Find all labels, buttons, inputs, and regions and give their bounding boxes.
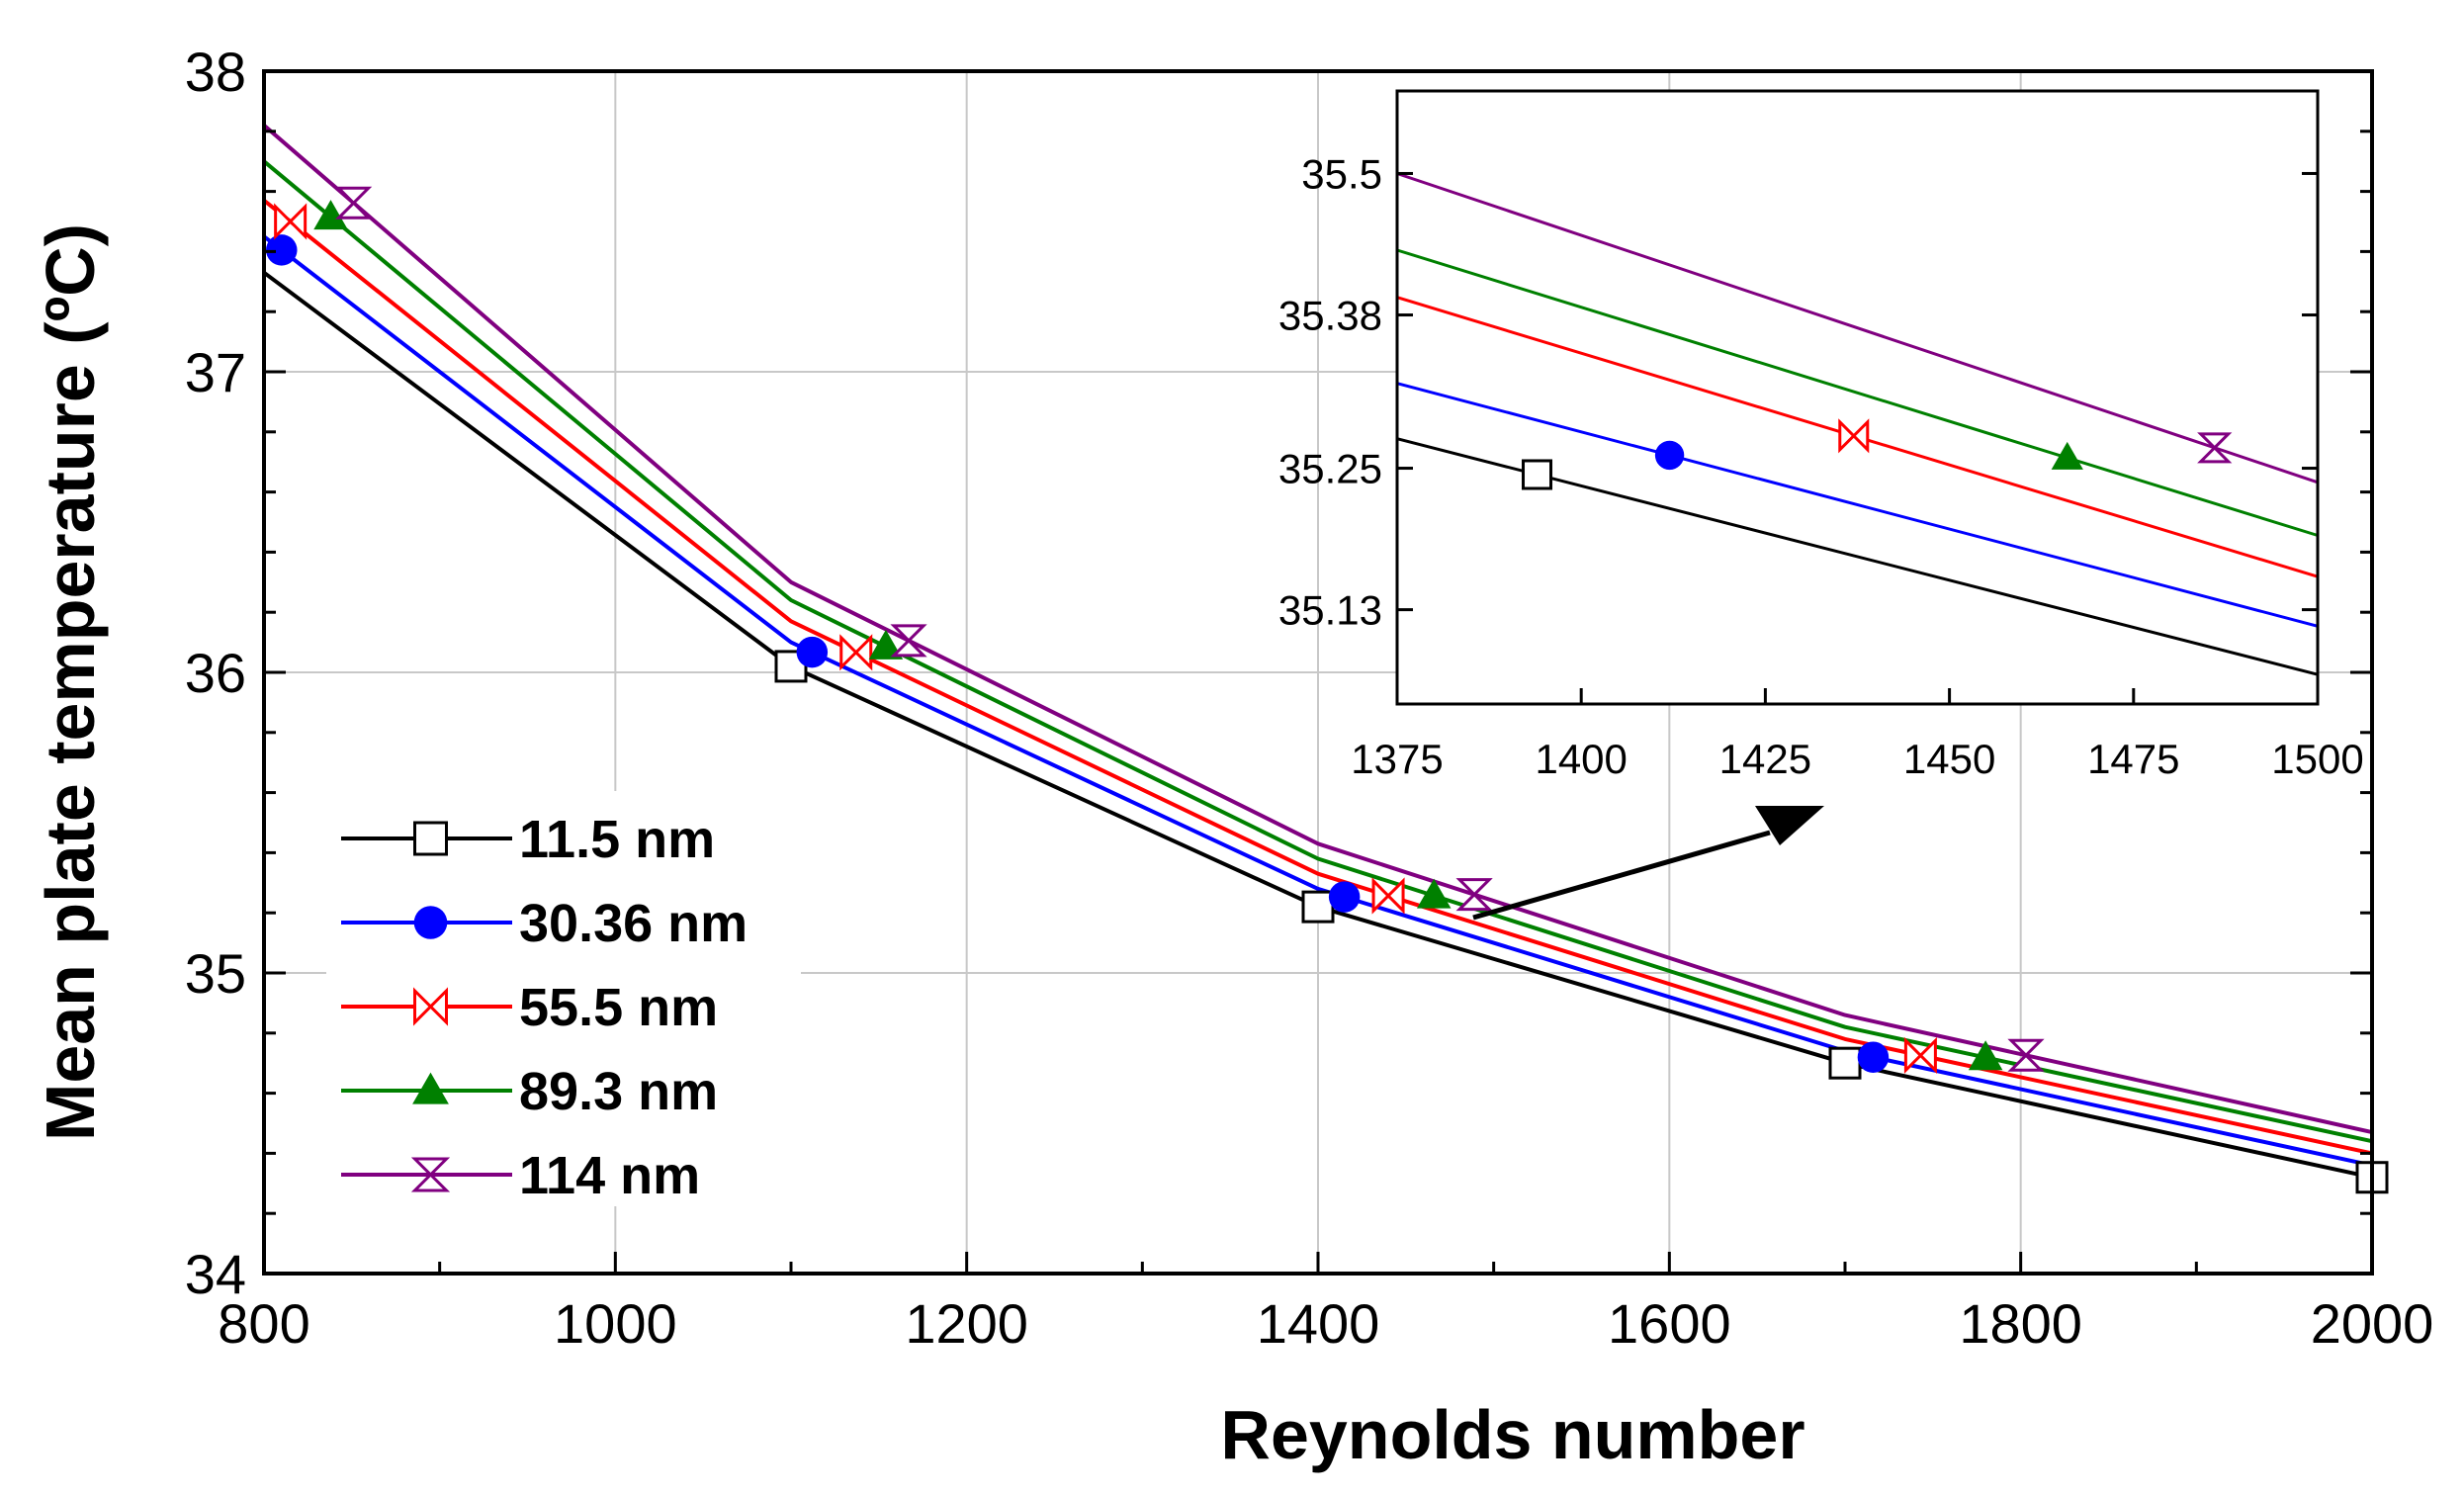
legend-label-11-5-nm: 11.5 nm bbox=[519, 810, 715, 869]
x-axis-title: Reynolds number bbox=[1220, 1396, 1804, 1473]
y-tick-label: 37 bbox=[185, 341, 246, 403]
x-tick-label: 1200 bbox=[905, 1292, 1028, 1355]
series-line-30-36-nm bbox=[262, 234, 2373, 1168]
legend-label-89-3-nm: 89.3 nm bbox=[519, 1062, 718, 1121]
inset-markers bbox=[1522, 418, 2233, 490]
inset-x-tick-label: 1400 bbox=[1535, 736, 1627, 782]
annotation-arrow bbox=[1472, 806, 1824, 921]
y-axis-title: Mean plate temperature (ºC) bbox=[32, 223, 109, 1141]
x-tick-label: 1600 bbox=[1608, 1292, 1731, 1355]
marker-55-5-nm bbox=[274, 203, 308, 240]
marker-114-nm bbox=[334, 186, 373, 220]
inset-x-tick-label: 1375 bbox=[1351, 736, 1443, 782]
y-tick-label: 35 bbox=[185, 942, 246, 1005]
marker-55-5-nm bbox=[1371, 877, 1405, 915]
series-line-114-nm bbox=[262, 124, 2373, 1135]
x-tick-label: 1800 bbox=[1959, 1292, 2082, 1355]
x-tick-label: 1000 bbox=[554, 1292, 677, 1355]
x-tick-label: 800 bbox=[218, 1292, 309, 1355]
legend-marker-55-5-nm bbox=[413, 987, 448, 1026]
inset-y-tick-label: 35.25 bbox=[1278, 446, 1382, 492]
marker-30-36-nm bbox=[1857, 1041, 1890, 1073]
inset-x-tick-label: 1425 bbox=[1719, 736, 1811, 782]
marker-89-3-nm bbox=[1417, 878, 1452, 909]
main-markers bbox=[266, 186, 2389, 1194]
arrow-head bbox=[1755, 806, 1824, 845]
legend-label-30-36-nm: 30.36 nm bbox=[519, 894, 748, 953]
inset-ticks bbox=[1395, 171, 2320, 704]
inset-marker-30-36-nm bbox=[1654, 440, 1685, 471]
main-ticks bbox=[262, 69, 2374, 1276]
inset-marker-114-nm bbox=[2197, 432, 2233, 464]
inset-marker-55-5-nm bbox=[1838, 418, 1870, 454]
legend-marker-114-nm bbox=[410, 1157, 451, 1192]
inset-chart: 1375 1400 1425 1450 1475 1500 35.5 35.38 35.25 35… bbox=[1278, 89, 2364, 782]
marker-30-36-nm bbox=[796, 636, 829, 668]
main-tick-labels: 800 1000 1200 1400 1600 1800 2000 34 35 36 37 38 bbox=[185, 41, 2434, 1355]
x-tick-label: 1400 bbox=[1257, 1292, 1380, 1355]
legend-marker-11-5-nm bbox=[413, 821, 448, 856]
inset-marker-89-3-nm bbox=[2051, 441, 2083, 470]
legend-background bbox=[326, 791, 801, 1206]
marker-11-5-nm bbox=[1828, 1046, 1862, 1080]
inset-y-tick-label: 35.13 bbox=[1278, 587, 1382, 634]
inset-series-line-89-3-nm bbox=[1396, 248, 2319, 537]
marker-89-3-nm bbox=[313, 200, 348, 230]
inset-frame bbox=[1395, 89, 2320, 706]
marker-89-3-nm bbox=[1968, 1040, 2003, 1071]
marker-11-5-nm bbox=[1301, 890, 1335, 924]
inset-y-tick-label: 35.5 bbox=[1301, 150, 1382, 197]
inset-y-tick-label: 35.38 bbox=[1278, 293, 1382, 339]
inset-x-tick-label: 1475 bbox=[2087, 736, 2179, 782]
legend: 11.5 nm 30.36 nm 55.5 nm 89.3 nm 114 nm bbox=[326, 791, 801, 1206]
inset-tick-labels: 1375 1400 1425 1450 1475 1500 35.5 35.38 35.25 35… bbox=[1278, 150, 2364, 782]
marker-30-36-nm bbox=[266, 234, 298, 266]
marker-55-5-nm bbox=[1903, 1036, 1937, 1075]
inset-x-tick-label: 1450 bbox=[1903, 736, 1995, 782]
legend-marker-30-36-nm bbox=[413, 906, 448, 939]
marker-114-nm bbox=[890, 624, 927, 658]
marker-114-nm bbox=[1455, 878, 1493, 912]
inset-x-tick-label: 1500 bbox=[2271, 736, 2363, 782]
marker-30-36-nm bbox=[1328, 881, 1361, 913]
inset-background bbox=[1397, 91, 2318, 704]
legend-label-55-5-nm: 55.5 nm bbox=[519, 978, 718, 1037]
y-tick-label: 36 bbox=[185, 642, 246, 704]
marker-55-5-nm bbox=[839, 634, 873, 671]
inset-series-line-30-36-nm bbox=[1396, 382, 2319, 628]
marker-114-nm bbox=[2007, 1038, 2045, 1072]
arrow-shaft bbox=[1472, 830, 1771, 921]
x-tick-label: 2000 bbox=[2311, 1292, 2434, 1355]
y-tick-label: 34 bbox=[185, 1243, 246, 1305]
legend-marker-89-3-nm bbox=[412, 1072, 449, 1104]
marker-89-3-nm bbox=[868, 629, 904, 660]
legend-label-114-nm: 114 nm bbox=[519, 1146, 700, 1205]
series-line-55-5-nm bbox=[262, 199, 2373, 1156]
inset-series-line-114-nm bbox=[1396, 172, 2319, 484]
y-tick-label: 38 bbox=[185, 41, 246, 103]
inset-marker-11-5-nm bbox=[1522, 459, 1553, 490]
